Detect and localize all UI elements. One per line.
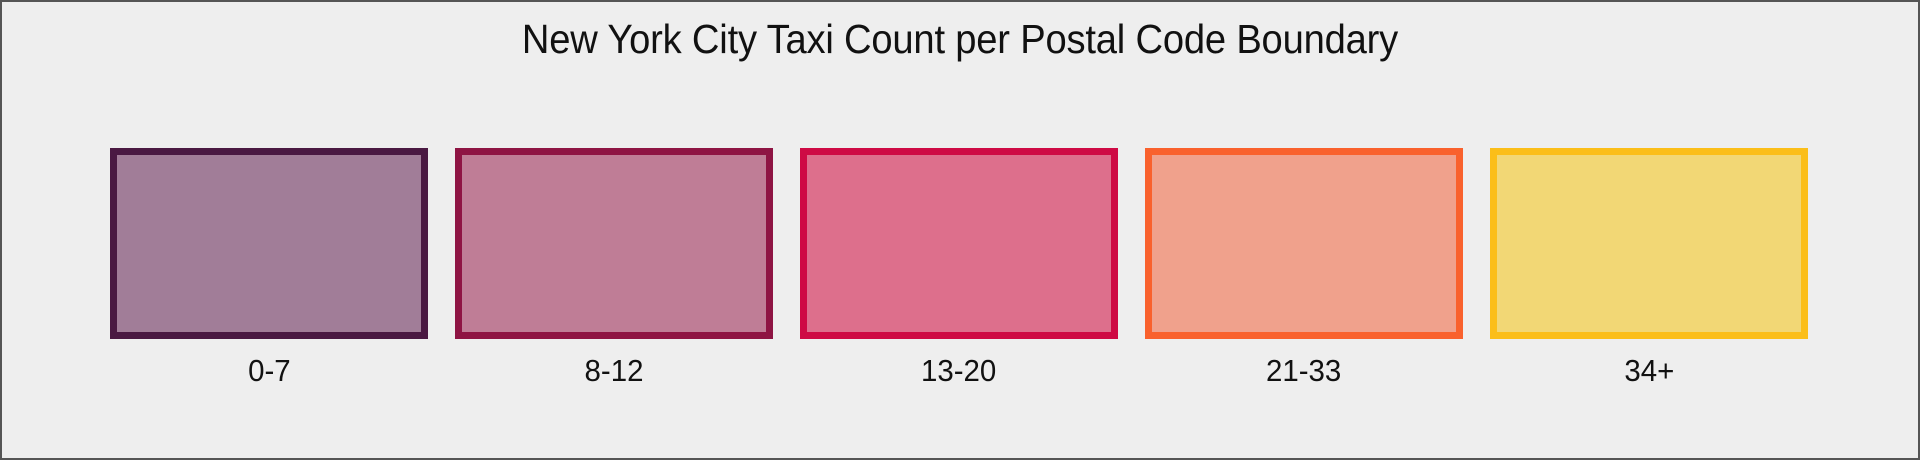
legend-item[interactable]: 21-33 [1145,148,1463,386]
legend-item-label: 8-12 [584,353,644,388]
legend-item-label: 13-20 [921,353,997,388]
legend-color-swatch[interactable] [800,148,1118,339]
legend-color-swatch[interactable] [1145,148,1463,339]
legend-color-swatch[interactable] [110,148,428,339]
legend-item-label: 34+ [1624,353,1674,388]
legend-color-swatch[interactable] [1490,148,1808,339]
legend-item[interactable]: 34+ [1490,148,1808,386]
page-title: New York City Taxi Count per Postal Code… [521,16,1399,62]
legend-color-swatch[interactable] [455,148,773,339]
legend-item-label: 0-7 [247,353,291,388]
legend-item[interactable]: 0-7 [110,148,428,386]
legend-item-label: 21-33 [1266,353,1342,388]
legend: 0-7 8-12 13-20 21-33 34+ [110,148,1808,386]
legend-item[interactable]: 13-20 [800,148,1118,386]
legend-item[interactable]: 8-12 [455,148,773,386]
